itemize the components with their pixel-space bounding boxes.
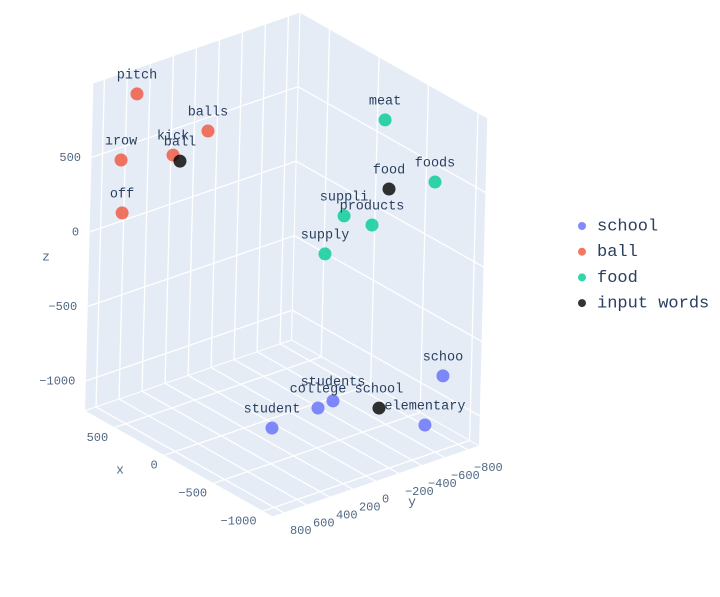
point xyxy=(418,418,432,432)
point-label: kick xyxy=(157,130,189,145)
y-tick-label: 200 xyxy=(359,501,381,515)
legend-marker xyxy=(578,299,586,308)
y-tick-label: 400 xyxy=(336,508,358,522)
y-grid-line xyxy=(141,63,331,498)
x-grid-line xyxy=(163,56,380,457)
point-label: off xyxy=(110,187,134,202)
point-label: supply xyxy=(301,228,350,243)
point xyxy=(372,401,386,415)
point-label: foods xyxy=(415,157,456,172)
point-label: college xyxy=(290,383,347,398)
z-grid-line xyxy=(85,309,481,417)
point-label: ırow xyxy=(105,135,137,150)
grid xyxy=(85,16,487,514)
x-grid-line xyxy=(114,28,331,429)
legend-label: food xyxy=(597,269,638,288)
point xyxy=(428,175,442,189)
legend-marker xyxy=(578,273,586,282)
point xyxy=(265,421,279,435)
y-tick-label: 600 xyxy=(313,516,335,530)
legend-marker xyxy=(578,222,586,230)
point xyxy=(114,153,128,167)
point xyxy=(337,209,351,223)
x-axis-title: x xyxy=(116,462,124,477)
point xyxy=(436,369,450,383)
x-tick-label: 500 xyxy=(87,431,109,445)
legend-marker xyxy=(578,247,586,256)
y-tick-label: −600 xyxy=(451,469,480,483)
y-grid-line xyxy=(187,47,377,483)
y-tick-label: 0 xyxy=(382,493,389,507)
point xyxy=(115,206,129,220)
point xyxy=(382,182,396,196)
point xyxy=(326,394,340,408)
x-tick-label: −500 xyxy=(178,487,207,501)
z-grid-line xyxy=(88,160,485,268)
point-label: student xyxy=(244,403,301,418)
z-axis-title: z xyxy=(42,249,50,264)
legend-label: ball xyxy=(597,243,638,262)
z-tick-label: −1000 xyxy=(39,374,75,388)
point-label: students xyxy=(301,375,366,390)
point-label: suppli xyxy=(320,190,369,205)
y-axis-title: y xyxy=(408,494,416,509)
point-label: schoo xyxy=(423,350,464,365)
y-grid-line xyxy=(279,16,469,451)
point-label: food xyxy=(373,164,405,179)
point-label: balls xyxy=(188,106,229,121)
y-grid-line xyxy=(233,31,423,467)
y-grid-line xyxy=(95,79,285,514)
point xyxy=(130,87,144,101)
y-tick-label: −200 xyxy=(405,485,434,499)
y-grid-line xyxy=(210,39,400,475)
y-grid-line xyxy=(164,55,354,490)
y-grid-line xyxy=(118,71,308,506)
x-grid-line xyxy=(262,112,479,512)
point-label: pitch xyxy=(117,68,158,83)
point xyxy=(311,401,325,415)
legend-label: input words xyxy=(597,295,709,314)
point-label: products xyxy=(340,200,405,215)
y-tick-label: 800 xyxy=(290,524,312,538)
ticks: −1000−5000500−800−600−400−20002004006008… xyxy=(39,151,502,538)
legend: school ball food input words xyxy=(578,217,709,314)
y-grid-line xyxy=(256,23,446,459)
x-tick-label: −1000 xyxy=(221,515,257,529)
z-tick-label: 0 xyxy=(72,225,79,239)
z-tick-label: 500 xyxy=(59,151,81,165)
point xyxy=(365,218,379,232)
point xyxy=(378,113,392,127)
point-label: elementary xyxy=(384,400,465,415)
x-tick-label: 0 xyxy=(150,459,157,473)
point xyxy=(173,154,187,168)
z-tick-label: −500 xyxy=(48,300,77,314)
y-tick-label: −800 xyxy=(474,461,503,475)
point xyxy=(318,247,332,261)
legend-label: school xyxy=(597,217,658,236)
point-label: meat xyxy=(369,94,401,109)
point-label: school xyxy=(355,383,404,398)
point xyxy=(201,124,215,138)
x-grid-line xyxy=(212,84,430,485)
z-grid-line xyxy=(90,85,487,194)
y-tick-label: −400 xyxy=(428,477,457,491)
point-label: ball xyxy=(164,136,196,151)
z-grid-line xyxy=(87,234,483,343)
